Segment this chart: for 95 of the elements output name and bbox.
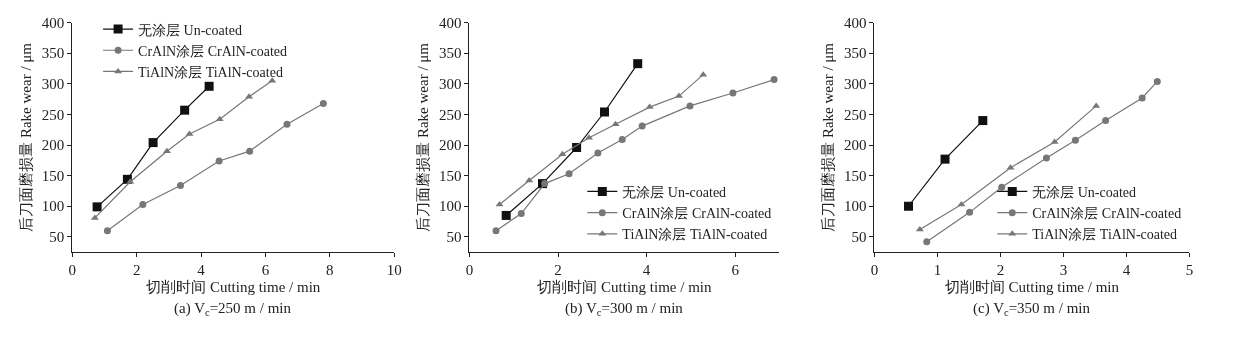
point [1102,117,1110,125]
y-tick-label: 200 [438,137,462,154]
legend-label: TiAlN涂层 TiAlN-coated [622,227,768,243]
point [492,227,500,235]
x-tick-label: 0 [870,262,879,279]
point [1138,94,1146,102]
x-tick-label: 6 [731,262,740,279]
point [1071,136,1079,144]
point [1042,154,1050,162]
y-axis-title: 后刀面磨损量 Rake wear / μm [820,42,837,232]
y-tick-label: 250 [438,106,462,123]
point [638,122,646,130]
text: (c) V$_{c}$=350 m / min [973,300,1091,319]
x-tick-label: 2 [554,262,562,279]
y-tick-label: 150 [41,167,65,184]
x-tick-label: 5 [1185,262,1194,279]
point [180,105,190,115]
y-tick-label: 50 [851,229,867,246]
y-tick-label: 350 [843,45,867,62]
point [729,89,737,97]
point [92,202,102,212]
legend-label: 无涂层 Un-coated [622,184,727,200]
point [633,59,643,69]
y-axis-title: 后刀面磨损量 Rake wear / μm [415,42,432,232]
x-tick-label: 2 [132,262,141,279]
text: (b) V$_{c}$=300 m / min [565,300,684,319]
legend-label: CrAlN涂层 CrAlN-coated [622,206,772,222]
x-tick-label: 8 [326,262,334,279]
legend-label: 无涂层 Un-coated [1032,184,1137,200]
x-axis-title: 切削时间 Cutting time / min [146,279,321,296]
y-tick-label: 100 [843,198,867,215]
point [148,138,158,148]
point [1153,77,1161,85]
point [501,210,511,220]
x-tick-label: 0 [68,262,77,279]
point [139,200,147,208]
y-tick-label: 150 [438,167,462,184]
point [770,76,778,84]
y-tick-label: 250 [843,106,867,123]
point [103,227,111,235]
y-tick-label: 50 [446,229,462,246]
legend-label: CrAlN涂层 CrAlN-coated [138,43,287,59]
point [204,81,214,91]
point [940,154,950,164]
y-tick-label: 100 [438,198,462,215]
x-tick-label: 1 [933,262,942,279]
x-tick-label: 4 [1122,262,1131,279]
x-tick-label: 6 [261,262,270,279]
point [215,157,223,165]
point [319,99,327,107]
x-tick-label: 2 [996,262,1005,279]
point [565,170,573,178]
x-axis-title: 切削时间 Cutting time / min [537,279,713,296]
y-tick-label: 300 [438,76,462,93]
y-tick-label: 200 [41,137,65,154]
x-tick-label: 10 [386,262,402,279]
point [923,238,931,246]
legend-label: 无涂层 Un-coated [138,22,242,38]
y-tick-label: 300 [41,76,65,93]
x-tick-label: 4 [197,262,206,279]
y-tick-label: 400 [41,14,65,31]
point [686,102,694,110]
point [600,107,610,117]
point [998,183,1006,191]
x-tick-label: 0 [465,262,474,279]
point [517,210,525,218]
text: (a) V$_{c}$=250 m / min [174,300,292,319]
y-tick-label: 350 [438,45,462,62]
y-tick-label: 200 [843,137,867,154]
point [246,147,254,155]
point [978,116,988,126]
point [215,115,224,122]
y-tick-label: 150 [843,167,867,184]
x-tick-label: 3 [1059,262,1068,279]
point [283,120,291,128]
point [618,136,626,144]
y-tick-label: 250 [41,106,65,123]
x-tick-label: 4 [642,262,651,279]
y-tick-label: 50 [49,229,65,246]
point [495,200,504,207]
point [957,200,966,207]
point [904,201,913,211]
y-tick-label: 400 [438,14,462,31]
point [966,208,974,216]
point [594,149,602,157]
x-axis-title: 切削时间 Cutting time / min [944,279,1120,296]
y-tick-label: 400 [843,14,867,31]
legend-label: CrAlN涂层 CrAlN-coated [1032,206,1182,222]
y-tick-label: 100 [41,198,65,215]
y-tick-label: 350 [41,45,65,62]
point [176,181,184,189]
legend-label: TiAlN涂层 TiAlN-coated [1032,227,1178,243]
y-tick-label: 300 [843,76,867,93]
legend-label: TiAlN涂层 TiAlN-coated [138,64,283,80]
y-axis-title: 后刀面磨损量 Rake wear / μm [18,42,35,232]
